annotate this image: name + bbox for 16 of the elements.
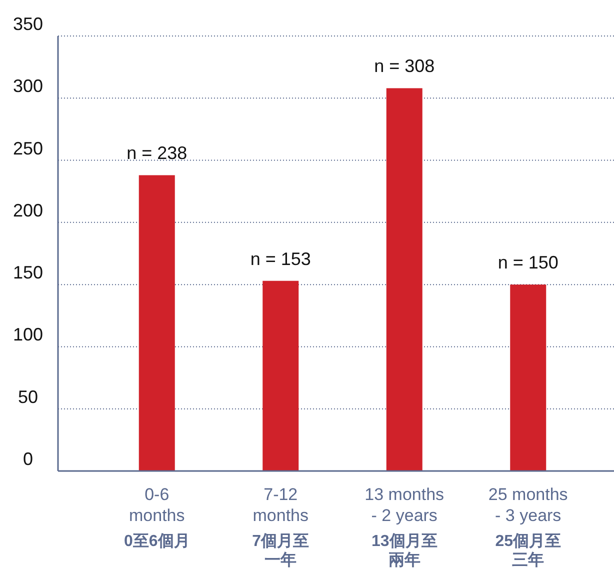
y-tick-label: 150 [12, 262, 44, 283]
data-label: n = 150 [498, 252, 558, 273]
y-tick-label: 0 [22, 449, 34, 469]
y-tick-label: 250 [12, 138, 44, 158]
data-label: n = 153 [250, 248, 311, 269]
y-tick-label: 100 [12, 324, 44, 345]
y-tick-label: 50 [18, 386, 38, 407]
data-label: n = 308 [374, 56, 435, 76]
category-label: 0-6 months 0至6個月 [124, 485, 190, 550]
y-tick-label: 200 [12, 200, 44, 220]
data-label: n = 238 [126, 143, 188, 164]
category-label: 25 months - 3 years 25個月至三年 [488, 485, 568, 569]
category-label: 7-12 months 7個月至一年 [252, 485, 310, 569]
y-tick-label: 300 [12, 76, 44, 96]
y-tick-label: 350 [12, 14, 44, 34]
category-label: 13 months - 2 years 13個月至兩年 [364, 485, 444, 569]
